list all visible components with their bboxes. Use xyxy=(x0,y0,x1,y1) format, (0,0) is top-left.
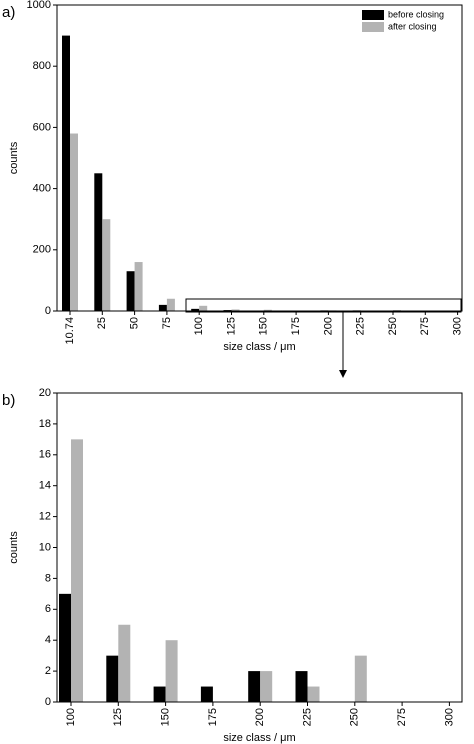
bar xyxy=(165,640,178,702)
legend-swatch xyxy=(362,10,384,20)
x-tick-label: 250 xyxy=(349,708,361,726)
y-axis-title: counts xyxy=(8,141,20,174)
bar xyxy=(166,298,175,311)
y-tick-label: 800 xyxy=(33,60,51,72)
y-tick-label: 0 xyxy=(45,305,51,317)
y-tick-label: 0 xyxy=(45,696,51,708)
bar xyxy=(106,655,119,702)
bar xyxy=(263,309,272,311)
y-tick-label: 6 xyxy=(45,603,51,615)
x-tick-label: 275 xyxy=(419,317,431,335)
panel-label: b) xyxy=(2,392,15,409)
x-tick-label: 50 xyxy=(129,317,141,329)
bar xyxy=(295,671,308,702)
bar xyxy=(354,655,367,702)
bar xyxy=(102,219,111,311)
bar xyxy=(70,133,78,311)
y-tick-label: 14 xyxy=(39,480,51,492)
x-tick-label: 250 xyxy=(387,317,399,335)
y-tick-label: 12 xyxy=(39,511,51,523)
bar xyxy=(62,35,70,311)
bar xyxy=(248,671,261,702)
x-tick-label: 125 xyxy=(112,708,124,726)
panel-label: a) xyxy=(2,4,15,21)
x-tick-label: 25 xyxy=(96,317,108,329)
bar xyxy=(126,271,135,311)
y-tick-label: 400 xyxy=(33,183,51,195)
bar xyxy=(118,624,131,702)
legend-label: before closing xyxy=(388,9,444,19)
y-tick-label: 2 xyxy=(45,665,51,677)
bar xyxy=(158,304,167,311)
y-tick-label: 200 xyxy=(33,244,51,256)
bar xyxy=(307,686,320,702)
zoom-arrow-head xyxy=(339,370,347,378)
x-tick-label: 100 xyxy=(65,708,77,726)
x-tick-label: 225 xyxy=(355,317,367,335)
y-tick-label: 4 xyxy=(45,634,51,646)
x-tick-label: 200 xyxy=(254,708,266,726)
x-tick-label: 300 xyxy=(452,317,464,335)
bar xyxy=(191,308,200,311)
bar xyxy=(94,173,103,311)
x-tick-label: 225 xyxy=(301,708,313,726)
y-tick-label: 600 xyxy=(33,121,51,133)
x-tick-label: 275 xyxy=(396,708,408,726)
bar xyxy=(260,671,273,702)
y-axis-title: counts xyxy=(8,531,20,564)
legend-swatch xyxy=(362,22,384,32)
y-tick-label: 20 xyxy=(39,387,51,399)
x-tick-label: 300 xyxy=(443,708,455,726)
bar xyxy=(200,686,213,702)
bar xyxy=(71,439,83,702)
bar xyxy=(199,305,208,311)
y-tick-label: 16 xyxy=(39,449,51,461)
bar xyxy=(59,593,71,702)
bar xyxy=(134,262,143,311)
y-tick-label: 1000 xyxy=(27,0,51,11)
x-tick-label: 175 xyxy=(290,317,302,335)
y-tick-label: 10 xyxy=(39,541,51,553)
plot-frame xyxy=(56,4,463,312)
zoom-box xyxy=(185,298,462,313)
x-tick-label: 125 xyxy=(225,317,237,335)
bar xyxy=(231,309,240,311)
plot-frame xyxy=(56,392,463,703)
x-tick-label: 75 xyxy=(161,317,173,329)
x-tick-label: 150 xyxy=(160,708,172,726)
x-axis-title: size class / μm xyxy=(223,341,295,353)
x-tick-label: 150 xyxy=(258,317,270,335)
x-tick-label: 175 xyxy=(207,708,219,726)
x-tick-label: 200 xyxy=(322,317,334,335)
x-axis-title: size class / μm xyxy=(223,732,295,744)
x-tick-label: 100 xyxy=(193,317,205,335)
y-tick-label: 8 xyxy=(45,572,51,584)
legend-label: after closing xyxy=(388,21,437,31)
bar xyxy=(153,686,166,702)
x-tick-label: 10.74 xyxy=(64,317,76,345)
y-tick-label: 18 xyxy=(39,418,51,430)
